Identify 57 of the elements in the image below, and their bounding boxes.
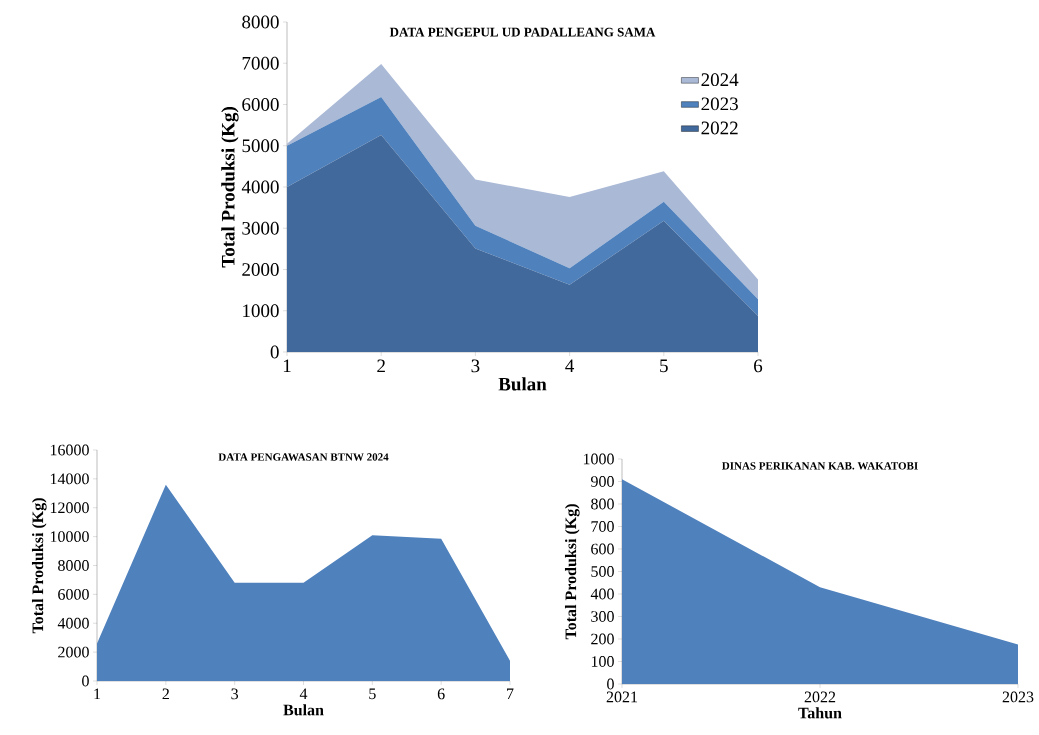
y-tick-label: 12000 bbox=[50, 502, 89, 514]
y-axis-title: Total Produksi (Kg) bbox=[221, 107, 239, 268]
x-tick-label: 4 bbox=[565, 359, 575, 373]
x-axis-title: Tahun bbox=[798, 707, 842, 719]
x-axis-title: Bulan bbox=[283, 704, 324, 716]
y-tick-label: 8000 bbox=[242, 15, 279, 29]
chart-title: DATA PENGEPUL UD PADALLEANG SAMA bbox=[389, 27, 656, 37]
y-tick-label: 1000 bbox=[583, 453, 614, 465]
y-tick-label: 600 bbox=[591, 543, 614, 555]
x-tick-label: 5 bbox=[660, 359, 668, 373]
y-tick-label: 100 bbox=[591, 656, 614, 667]
x-tick-label: 2021 bbox=[606, 691, 638, 703]
x-tick-label: 3 bbox=[231, 688, 239, 700]
y-axis-title: Total Produksi (Kg) bbox=[564, 504, 580, 640]
x-tick-label: 2022 bbox=[804, 691, 836, 703]
legend-label: 2022 bbox=[701, 121, 738, 135]
y-tick-label: 10000 bbox=[50, 531, 89, 543]
y-tick-label: 2000 bbox=[242, 263, 279, 276]
y-tick-label: 8000 bbox=[58, 560, 89, 571]
y-tick-label: 800 bbox=[591, 498, 614, 510]
y-tick-label: 2000 bbox=[58, 646, 89, 658]
x-tick-label: 7 bbox=[507, 688, 514, 699]
y-tick-label: 3000 bbox=[242, 221, 279, 235]
y-tick-label: 1000 bbox=[243, 304, 279, 318]
y-tick-label: 7000 bbox=[242, 56, 279, 70]
x-tick-label: 2 bbox=[377, 359, 385, 373]
legend-label: 2024 bbox=[701, 73, 739, 87]
y-tick-label: 4000 bbox=[57, 617, 89, 629]
y-tick-label: 0 bbox=[607, 678, 614, 690]
x-tick-label: 1 bbox=[283, 359, 291, 373]
x-tick-label: 4 bbox=[299, 688, 308, 700]
y-tick-label: 900 bbox=[591, 476, 614, 487]
y-tick-label: 16000 bbox=[50, 444, 89, 456]
legend-label: 2023 bbox=[701, 97, 738, 111]
y-tick-label: 14000 bbox=[50, 473, 89, 485]
x-axis-title: Bulan bbox=[498, 377, 547, 391]
y-tick-label: 0 bbox=[82, 675, 89, 687]
y-tick-label: 400 bbox=[590, 588, 614, 600]
chart-title: DATA PENGAWASAN BTNW 2024 bbox=[218, 453, 389, 461]
chart-title: DINAS PERIKANAN KAB. WAKATOBI bbox=[721, 462, 918, 470]
y-tick-label: 200 bbox=[591, 633, 614, 645]
y-tick-label: 5000 bbox=[242, 139, 279, 153]
y-tick-label: 700 bbox=[591, 521, 614, 532]
y-tick-label: 6000 bbox=[242, 98, 279, 111]
x-tick-label: 6 bbox=[437, 688, 445, 700]
y-tick-label: 0 bbox=[270, 345, 279, 359]
y-tick-label: 300 bbox=[591, 611, 614, 622]
y-tick-label: 6000 bbox=[58, 588, 89, 600]
x-tick-label: 1 bbox=[94, 688, 101, 700]
x-tick-label: 2 bbox=[162, 688, 169, 700]
y-tick-label: 4000 bbox=[241, 180, 279, 194]
x-tick-label: 3 bbox=[471, 359, 480, 373]
x-tick-label: 2023 bbox=[1002, 691, 1034, 703]
x-tick-label: 5 bbox=[369, 688, 376, 700]
y-axis-title: Total Produksi (Kg) bbox=[31, 498, 47, 634]
x-tick-label: 6 bbox=[754, 359, 763, 373]
y-tick-label: 500 bbox=[591, 566, 614, 577]
